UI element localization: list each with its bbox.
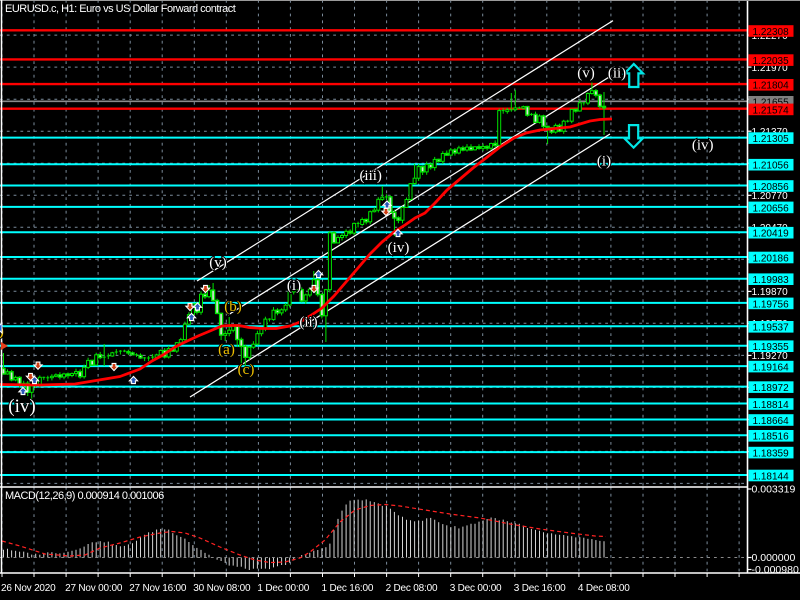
- svg-text:1.20656: 1.20656: [753, 203, 790, 214]
- svg-text:(v): (v): [577, 66, 595, 82]
- svg-text:(iv): (iv): [388, 240, 410, 256]
- svg-text:1.21574: 1.21574: [753, 105, 790, 116]
- svg-text:1.20419: 1.20419: [753, 229, 790, 240]
- svg-text:3 Dec 00:00: 3 Dec 00:00: [450, 583, 502, 594]
- svg-text:4 Dec 08:00: 4 Dec 08:00: [578, 583, 630, 594]
- svg-text:1.18972: 1.18972: [753, 383, 790, 394]
- svg-text:27 Nov 00:00: 27 Nov 00:00: [65, 583, 123, 594]
- svg-text:EURUSD.c, H1: Euro vs US Doll: EURUSD.c, H1: Euro vs US Dollar Forward …: [5, 3, 236, 15]
- svg-text:1.21804: 1.21804: [753, 81, 790, 92]
- svg-text:1.21305: 1.21305: [753, 134, 790, 145]
- svg-text:(ii): (ii): [608, 66, 626, 82]
- svg-text:1.19270: 1.19270: [752, 351, 789, 362]
- svg-text:1.20186: 1.20186: [753, 253, 790, 264]
- svg-text:(v): (v): [209, 255, 227, 271]
- svg-text:1.18516: 1.18516: [753, 432, 790, 443]
- svg-text:3 Dec 16:00: 3 Dec 16:00: [514, 583, 566, 594]
- svg-text:(i): (i): [597, 154, 611, 170]
- svg-text:27 Nov 16:00: 27 Nov 16:00: [129, 583, 187, 594]
- svg-text:1.22308: 1.22308: [753, 27, 790, 38]
- svg-text:(b): (b): [224, 299, 242, 315]
- svg-text:MACD(12,26,9) 0.000914 0.00100: MACD(12,26,9) 0.000914 0.001006: [5, 490, 164, 502]
- svg-text:1.21970: 1.21970: [752, 63, 789, 74]
- svg-text:1.19537: 1.19537: [753, 323, 790, 334]
- svg-text:(ii): (ii): [299, 315, 317, 331]
- svg-text:1 Dec 00:00: 1 Dec 00:00: [257, 583, 309, 594]
- svg-text:1.18359: 1.18359: [753, 449, 790, 460]
- svg-text:1.18814: 1.18814: [753, 400, 790, 411]
- svg-text:(i): (i): [287, 278, 301, 294]
- svg-text:26 Nov 2020: 26 Nov 2020: [1, 583, 56, 594]
- svg-text:-0.000980: -0.000980: [752, 564, 799, 576]
- svg-text:(c): (c): [238, 362, 255, 378]
- svg-text:1.19164: 1.19164: [753, 363, 790, 374]
- svg-text:1.20856: 1.20856: [753, 182, 790, 193]
- svg-text:1.19756: 1.19756: [753, 299, 790, 310]
- svg-text:2 Dec 08:00: 2 Dec 08:00: [386, 583, 438, 594]
- svg-text:1.18144: 1.18144: [753, 471, 790, 482]
- svg-text:1.19983: 1.19983: [753, 275, 790, 286]
- svg-text:1.18664: 1.18664: [753, 416, 790, 427]
- svg-text:(a): (a): [218, 342, 235, 358]
- svg-text:0.003319: 0.003319: [752, 484, 796, 496]
- svg-text:1.22035: 1.22035: [753, 56, 790, 67]
- svg-text:1.19355: 1.19355: [753, 342, 790, 353]
- svg-text:(iv): (iv): [692, 138, 714, 154]
- svg-text:1.21655: 1.21655: [753, 98, 790, 109]
- svg-text:1.20770: 1.20770: [752, 191, 789, 202]
- svg-text:1 Dec 16:00: 1 Dec 16:00: [322, 583, 374, 594]
- svg-text:30 Nov 08:00: 30 Nov 08:00: [193, 583, 251, 594]
- svg-text:1.19870: 1.19870: [752, 287, 789, 298]
- svg-text:(iii): (iii): [359, 168, 382, 184]
- svg-text:0.000000: 0.000000: [752, 552, 796, 564]
- svg-text:1.21056: 1.21056: [753, 161, 790, 172]
- svg-text:(iv): (iv): [8, 396, 35, 417]
